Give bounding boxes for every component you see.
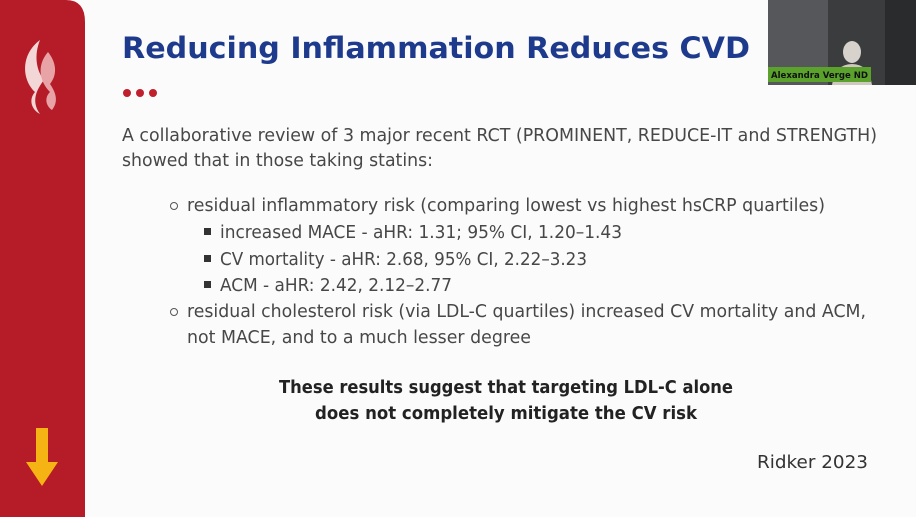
- intro-line: A collaborative review of 3 major recent…: [122, 125, 877, 146]
- video-tile: Alexandra Verge ND: [768, 0, 916, 85]
- bullet-text: not MACE, and to a much lesser degree: [187, 327, 531, 348]
- subbullet-marker: [204, 228, 211, 235]
- subbullet-marker: [204, 255, 211, 262]
- sidebar: [0, 0, 85, 517]
- bullet-marker: [170, 202, 178, 210]
- arrow-icon: [26, 428, 58, 486]
- subitem-text: CV mortality - aHR: 2.68, 95% CI, 2.22–3…: [220, 249, 587, 270]
- conclusion: does not completely mitigate the CV risk: [315, 403, 698, 424]
- subbullet-marker: [204, 281, 211, 288]
- intro-line: showed that in those taking statins:: [122, 150, 433, 171]
- logo: [25, 40, 56, 114]
- bullet-text: residual inflammatory risk (comparing lo…: [187, 195, 825, 216]
- participant-name: Alexandra Verge ND: [771, 71, 868, 81]
- title: Reducing Inflammation Reduces CVD: [122, 31, 750, 65]
- subitem-text: increased MACE - aHR: 1.31; 95% CI, 1.20…: [220, 222, 622, 243]
- citation: Ridker 2023: [757, 452, 868, 473]
- dots: [123, 89, 157, 97]
- bullet-marker: [170, 308, 178, 316]
- bullet-text: residual cholesterol risk (via LDL-C qua…: [187, 301, 866, 322]
- conclusion: These results suggest that targeting LDL…: [279, 377, 733, 398]
- subitem-text: ACM - aHR: 2.42, 2.12–2.77: [220, 275, 452, 296]
